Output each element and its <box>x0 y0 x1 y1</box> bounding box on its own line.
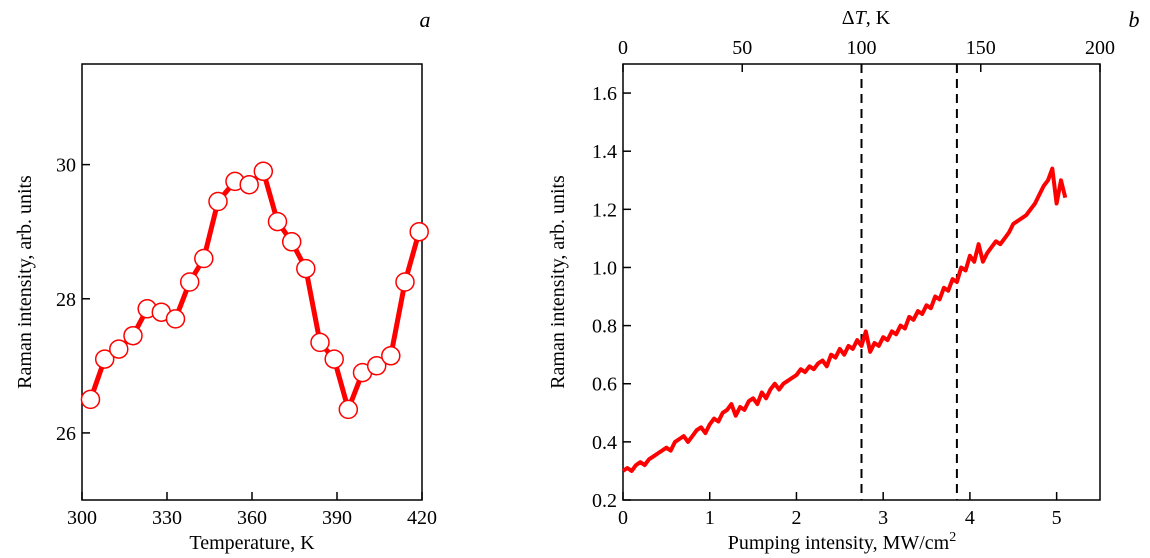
panel-a-data-point <box>338 399 359 420</box>
panel-a-data-point <box>123 325 143 346</box>
panel-b-x-tick-label: 1 <box>705 507 715 529</box>
panel-a-data-point <box>324 349 344 369</box>
panel-a-data-point <box>94 349 115 369</box>
panel-a-x-ticks: 300 330 360 390 420 <box>67 492 437 529</box>
panel-b-x-tick-label: 5 <box>1052 507 1062 529</box>
panel-a-data-point <box>381 346 401 366</box>
panel-a-data-point <box>267 211 288 232</box>
panel-b-top-tick-label: 100 <box>847 37 877 59</box>
panel-b-top-tick-label: 150 <box>966 37 996 59</box>
panel-a-data-point <box>253 161 274 182</box>
panel-a-y-tick-label: 28 <box>56 289 76 311</box>
panel-a-x-tick-label: 360 <box>237 507 267 529</box>
panel-b-x-tick-label: 0 <box>618 507 628 529</box>
panel-b-top-tick-label: 50 <box>732 37 752 59</box>
panel-a-data-point <box>239 174 259 195</box>
panel-b-y-tick-label: 0.4 <box>592 432 617 454</box>
panel-a-y-ticks: 26 28 30 <box>56 155 90 445</box>
panel-b-x-ticks: 0 1 2 3 4 5 <box>618 492 1062 529</box>
panel-a-y-axis-label: Raman intensity, arb. units <box>14 175 36 389</box>
panel-b-y-tick-label: 0.2 <box>592 490 617 512</box>
panel-b-x-axis-label: Pumping intensity, MW/cm2 <box>728 530 956 554</box>
panel-b-y-tick-label: 1.4 <box>592 141 617 163</box>
panel-b-top-ticks: 0 50 100 150 200 <box>618 37 1115 72</box>
panel-a-data-point <box>366 356 387 376</box>
panel-b-x-axis-label-text: Pumping intensity, MW/cm <box>728 532 950 554</box>
panel-b-chart: 0.2 0.4 0.6 0.8 1.0 1.2 1.4 1.6 0 1 2 3 4 5 0 50 100 15… <box>547 7 1140 554</box>
panel-b-y-tick-label: 1.0 <box>592 257 617 279</box>
panel-a-data-point <box>310 332 330 353</box>
panel-b-x-tick-label: 4 <box>965 507 975 529</box>
panel-a-x-tick-label: 330 <box>152 507 182 529</box>
panel-a-x-tick-label: 300 <box>67 507 97 529</box>
panel-a-data-point <box>165 309 186 329</box>
panel-a-data-point <box>179 272 200 292</box>
panel-b-y-axis-label: Raman intensity, arb. units <box>547 175 569 389</box>
panel-b-top-axis-label-post: , K <box>866 7 891 29</box>
panel-a-chart: 26 28 30 300 330 360 390 420 Temperature, K Ra… <box>14 7 437 554</box>
panel-a-series <box>80 161 429 420</box>
panel-a-y-tick-label: 26 <box>56 423 76 445</box>
panel-a-x-tick-label: 390 <box>322 507 352 529</box>
panel-b-x-tick-label: 2 <box>791 507 801 529</box>
panel-a-x-tick-label: 420 <box>407 507 437 529</box>
panel-a-data-point <box>409 221 429 242</box>
panel-a-x-axis-label: Temperature, K <box>189 532 315 554</box>
panel-b-top-axis-label-var: T <box>855 7 868 29</box>
panel-a-letter: a <box>420 7 431 32</box>
panel-b-top-axis-label-pre: Δ <box>842 7 855 29</box>
panel-b-y-tick-label: 1.2 <box>592 199 617 221</box>
panel-a-data-point <box>109 339 129 359</box>
panel-b-x-axis-label-sup: 2 <box>949 530 956 545</box>
panel-b-top-tick-label: 0 <box>618 37 628 59</box>
panel-a-data-point <box>194 248 214 269</box>
panel-b-reference-lines <box>860 64 958 500</box>
panel-b-y-tick-label: 0.6 <box>592 374 617 396</box>
panel-a-data-point <box>281 232 302 252</box>
panel-b-top-axis-label: ΔT, K <box>842 7 891 29</box>
panel-b-series-line <box>621 166 1068 473</box>
panel-b-letter: b <box>1129 7 1140 32</box>
panel-a-plot-frame <box>81 63 423 501</box>
panel-a-data-point <box>296 258 316 279</box>
panel-b-y-tick-label: 0.8 <box>592 316 617 338</box>
panel-a-data-point <box>395 272 415 292</box>
panel-b-top-tick-label: 200 <box>1085 37 1115 59</box>
panel-a-data-point <box>80 389 101 410</box>
panel-b-series <box>621 166 1068 473</box>
panel-b-x-tick-label: 3 <box>878 507 888 529</box>
panel-b-y-tick-label: 1.6 <box>592 83 617 105</box>
panel-b-y-ticks: 0.2 0.4 0.6 0.8 1.0 1.2 1.4 1.6 <box>592 83 631 512</box>
panel-a-y-tick-label: 30 <box>56 155 76 177</box>
panel-a-data-point <box>208 191 228 212</box>
